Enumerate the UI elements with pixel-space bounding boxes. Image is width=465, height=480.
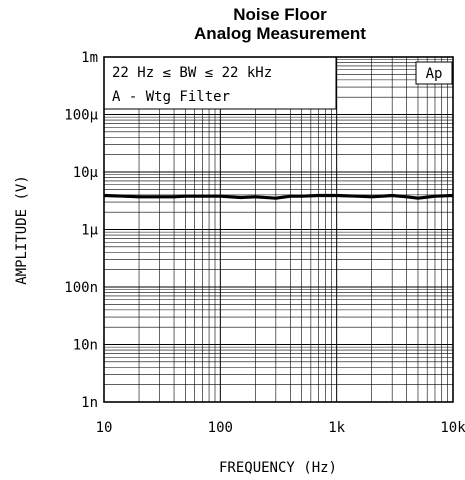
x-tick-label: 10 bbox=[96, 420, 113, 436]
y-tick-label: 1m bbox=[81, 50, 98, 66]
plot-frame bbox=[103, 56, 454, 403]
filter-annotation: A - Wtg Filter bbox=[112, 89, 230, 105]
ap-badge: Ap bbox=[426, 66, 443, 82]
bandwidth-annotation: 22 Hz ≤ BW ≤ 22 kHz bbox=[112, 65, 272, 81]
y-tick-label: 100μ bbox=[64, 108, 98, 124]
y-tick-label: 1n bbox=[81, 395, 98, 411]
y-tick-label: 100n bbox=[64, 280, 98, 296]
y-tick-label: 10μ bbox=[73, 165, 99, 181]
x-axis-label: FREQUENCY (Hz) bbox=[219, 460, 337, 476]
y-axis-label: AMPLITUDE (V) bbox=[14, 175, 30, 285]
annotation-box bbox=[103, 56, 337, 110]
tick-label-layer: 10 100 1k 10k 1m 100μ 10μ 1μ 100n 10n 1n bbox=[64, 50, 465, 436]
y-tick-label: 1μ bbox=[81, 223, 98, 239]
x-tick-label: 1k bbox=[328, 420, 345, 436]
chart-title-line-2: Analog Measurement bbox=[194, 24, 366, 43]
noise-floor-series-line bbox=[103, 193, 454, 200]
x-tick-label: 100 bbox=[208, 420, 233, 436]
ap-badge-box bbox=[415, 61, 453, 85]
y-tick-label: 10n bbox=[73, 338, 98, 354]
series-layer bbox=[103, 193, 454, 200]
chart-title-line-1: Noise Floor bbox=[233, 5, 327, 24]
x-tick-label: 10k bbox=[440, 420, 465, 436]
